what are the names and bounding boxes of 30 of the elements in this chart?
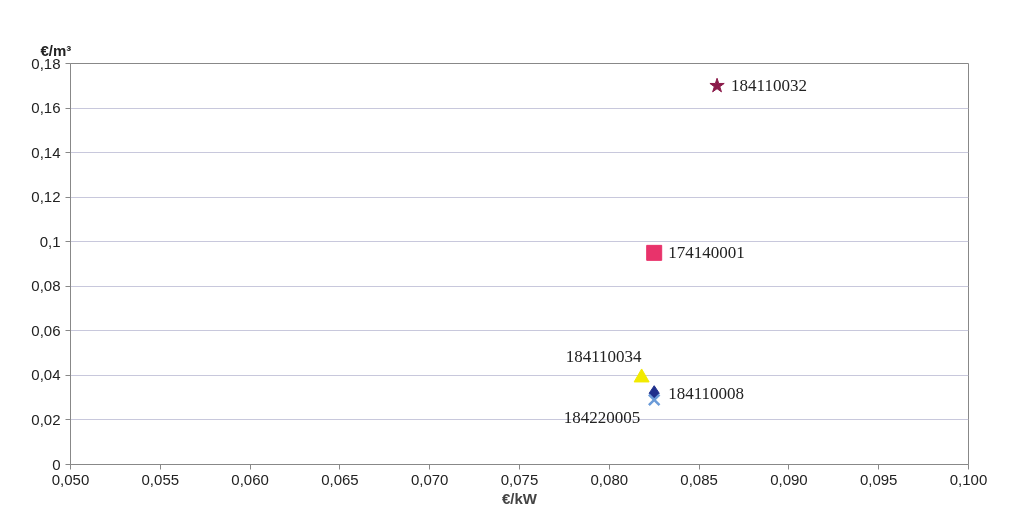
y-axis-title: €/m³ bbox=[40, 41, 72, 59]
y-tick-label: 0,12 bbox=[31, 188, 61, 206]
y-tick-label: 0 bbox=[52, 455, 61, 473]
point bbox=[709, 77, 725, 93]
point bbox=[647, 393, 661, 407]
x-tick-label: 0,095 bbox=[859, 470, 898, 488]
y-tick-label: 0,02 bbox=[31, 410, 61, 428]
x-tick-label: 0,050 bbox=[51, 470, 90, 488]
x-tick-label: 0,060 bbox=[231, 470, 269, 488]
x-tick-label: 0,090 bbox=[770, 470, 808, 488]
series-label: 174140001 bbox=[668, 243, 745, 263]
y-tick-label: 0,14 bbox=[31, 143, 61, 161]
x-tick-label: 0,080 bbox=[590, 470, 629, 488]
x-tick-label: 0,085 bbox=[680, 470, 718, 488]
x-tick-label: 0,065 bbox=[321, 470, 359, 488]
x-tick-label: 0,100 bbox=[949, 470, 988, 488]
x-tick-label: 0,075 bbox=[500, 470, 539, 488]
x-tick-label: 0,070 bbox=[410, 470, 449, 488]
x-tick-label: 0,055 bbox=[141, 470, 180, 488]
series-label: 184220005 bbox=[563, 407, 641, 427]
y-tick-label: 0,16 bbox=[31, 99, 61, 117]
y-tick-label: 0,1 bbox=[39, 232, 61, 250]
y-tick-label: 0,08 bbox=[31, 277, 61, 295]
series-label: 184110008 bbox=[668, 383, 745, 403]
point bbox=[646, 244, 663, 261]
series-label: 184110032 bbox=[731, 76, 807, 96]
series-label: 184110034 bbox=[565, 346, 643, 366]
y-tick-label: 0,06 bbox=[31, 321, 61, 339]
x-axis-title: €/kW bbox=[502, 489, 538, 507]
y-tick-label: 0,04 bbox=[31, 366, 61, 384]
